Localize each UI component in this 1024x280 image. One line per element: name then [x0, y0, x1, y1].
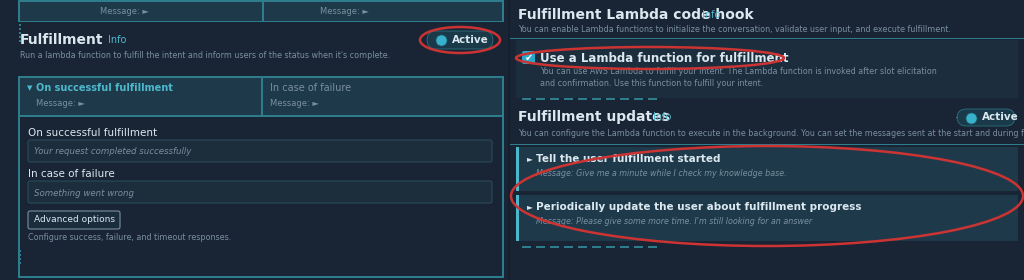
FancyBboxPatch shape	[516, 40, 1018, 98]
FancyBboxPatch shape	[592, 98, 601, 99]
FancyBboxPatch shape	[18, 115, 504, 116]
FancyBboxPatch shape	[620, 98, 629, 99]
FancyBboxPatch shape	[19, 40, 20, 42]
FancyBboxPatch shape	[0, 22, 508, 74]
FancyBboxPatch shape	[564, 246, 573, 248]
Text: ▼: ▼	[27, 85, 33, 91]
FancyBboxPatch shape	[592, 246, 601, 248]
Text: Message: ►: Message: ►	[319, 6, 369, 15]
FancyBboxPatch shape	[19, 28, 20, 30]
Text: ►: ►	[527, 155, 532, 164]
Text: Your request completed successfully: Your request completed successfully	[34, 148, 191, 157]
Text: You can configure the Lambda function to execute in the background. You can set : You can configure the Lambda function to…	[518, 129, 1024, 137]
Text: Fulfillment updates: Fulfillment updates	[518, 110, 670, 124]
FancyBboxPatch shape	[502, 0, 504, 22]
FancyBboxPatch shape	[522, 246, 531, 248]
Text: Run a lambda function to fulfill the intent and inform users of the status when : Run a lambda function to fulfill the int…	[20, 52, 390, 60]
FancyBboxPatch shape	[502, 117, 504, 277]
Text: Message: ►: Message: ►	[100, 6, 148, 15]
FancyBboxPatch shape	[578, 98, 587, 99]
FancyBboxPatch shape	[536, 98, 545, 99]
FancyBboxPatch shape	[18, 0, 19, 22]
FancyBboxPatch shape	[28, 140, 492, 162]
Text: Message: Please give some more time. I'm still looking for an answer: Message: Please give some more time. I'm…	[536, 218, 812, 227]
FancyBboxPatch shape	[262, 0, 263, 22]
FancyBboxPatch shape	[19, 258, 20, 260]
FancyBboxPatch shape	[606, 246, 615, 248]
Text: You can use AWS Lambda to fulfill your intent. The Lambda function is invoked af: You can use AWS Lambda to fulfill your i…	[540, 67, 937, 76]
FancyBboxPatch shape	[550, 98, 559, 99]
FancyBboxPatch shape	[578, 246, 587, 248]
FancyBboxPatch shape	[19, 262, 20, 264]
FancyBboxPatch shape	[502, 76, 504, 116]
FancyBboxPatch shape	[19, 24, 20, 26]
Text: Info: Info	[108, 35, 126, 45]
Text: Advanced options: Advanced options	[34, 216, 115, 225]
Text: Periodically update the user about fulfillment progress: Periodically update the user about fulfi…	[536, 202, 861, 212]
FancyBboxPatch shape	[648, 98, 657, 99]
FancyBboxPatch shape	[957, 109, 1015, 126]
FancyBboxPatch shape	[18, 76, 504, 78]
Text: ►: ►	[527, 202, 532, 211]
FancyBboxPatch shape	[510, 144, 1024, 145]
Text: ✔: ✔	[524, 53, 532, 63]
Text: On successful fulfillment: On successful fulfillment	[36, 83, 173, 93]
FancyBboxPatch shape	[516, 147, 1018, 191]
FancyBboxPatch shape	[18, 20, 504, 22]
Text: Info: Info	[653, 112, 672, 122]
FancyBboxPatch shape	[18, 76, 504, 116]
FancyBboxPatch shape	[510, 102, 1024, 152]
FancyBboxPatch shape	[18, 76, 19, 116]
Text: You can enable Lambda functions to initialize the conversation, validate user in: You can enable Lambda functions to initi…	[518, 25, 951, 34]
FancyBboxPatch shape	[522, 51, 535, 64]
Text: Tell the user fulfillment started: Tell the user fulfillment started	[536, 154, 721, 164]
FancyBboxPatch shape	[634, 98, 643, 99]
Text: Message: ►: Message: ►	[270, 99, 318, 109]
FancyBboxPatch shape	[28, 181, 492, 203]
FancyBboxPatch shape	[18, 276, 504, 277]
FancyBboxPatch shape	[510, 0, 1024, 280]
Text: Configure success, failure, and timeout responses.: Configure success, failure, and timeout …	[28, 234, 231, 242]
Text: Active: Active	[452, 35, 488, 45]
FancyBboxPatch shape	[18, 0, 504, 22]
FancyBboxPatch shape	[522, 98, 531, 99]
Text: In case of failure: In case of failure	[270, 83, 351, 93]
FancyBboxPatch shape	[606, 98, 615, 99]
FancyBboxPatch shape	[19, 36, 20, 38]
FancyBboxPatch shape	[0, 0, 508, 280]
Text: Something went wrong: Something went wrong	[34, 188, 134, 197]
FancyBboxPatch shape	[516, 195, 1018, 241]
FancyBboxPatch shape	[18, 117, 504, 277]
FancyBboxPatch shape	[516, 191, 1018, 195]
FancyBboxPatch shape	[18, 117, 19, 277]
FancyBboxPatch shape	[427, 31, 493, 49]
FancyBboxPatch shape	[550, 246, 559, 248]
FancyBboxPatch shape	[18, 0, 504, 1]
FancyBboxPatch shape	[564, 98, 573, 99]
Text: Message: Give me a minute while I check my knowledge base.: Message: Give me a minute while I check …	[536, 169, 786, 179]
FancyBboxPatch shape	[510, 38, 1024, 39]
Text: and confirmation. Use this function to fulfill your intent.: and confirmation. Use this function to f…	[540, 78, 763, 87]
Text: Fulfillment Lambda code hook: Fulfillment Lambda code hook	[518, 8, 754, 22]
Text: In case of failure: In case of failure	[28, 169, 115, 179]
Text: Message: ►: Message: ►	[36, 99, 85, 109]
FancyBboxPatch shape	[634, 246, 643, 248]
FancyBboxPatch shape	[648, 246, 657, 248]
FancyBboxPatch shape	[19, 254, 20, 256]
Text: Fulfillment: Fulfillment	[20, 33, 103, 47]
FancyBboxPatch shape	[19, 32, 20, 34]
Text: Use a Lambda function for fulfillment: Use a Lambda function for fulfillment	[540, 52, 788, 64]
FancyBboxPatch shape	[28, 211, 120, 229]
FancyBboxPatch shape	[19, 250, 20, 252]
FancyBboxPatch shape	[536, 246, 545, 248]
Text: On successful fulfillment: On successful fulfillment	[28, 128, 157, 138]
Text: Info: Info	[702, 10, 720, 20]
FancyBboxPatch shape	[516, 195, 519, 241]
FancyBboxPatch shape	[261, 76, 262, 116]
Text: Active: Active	[982, 113, 1019, 123]
FancyBboxPatch shape	[516, 147, 519, 191]
FancyBboxPatch shape	[620, 246, 629, 248]
